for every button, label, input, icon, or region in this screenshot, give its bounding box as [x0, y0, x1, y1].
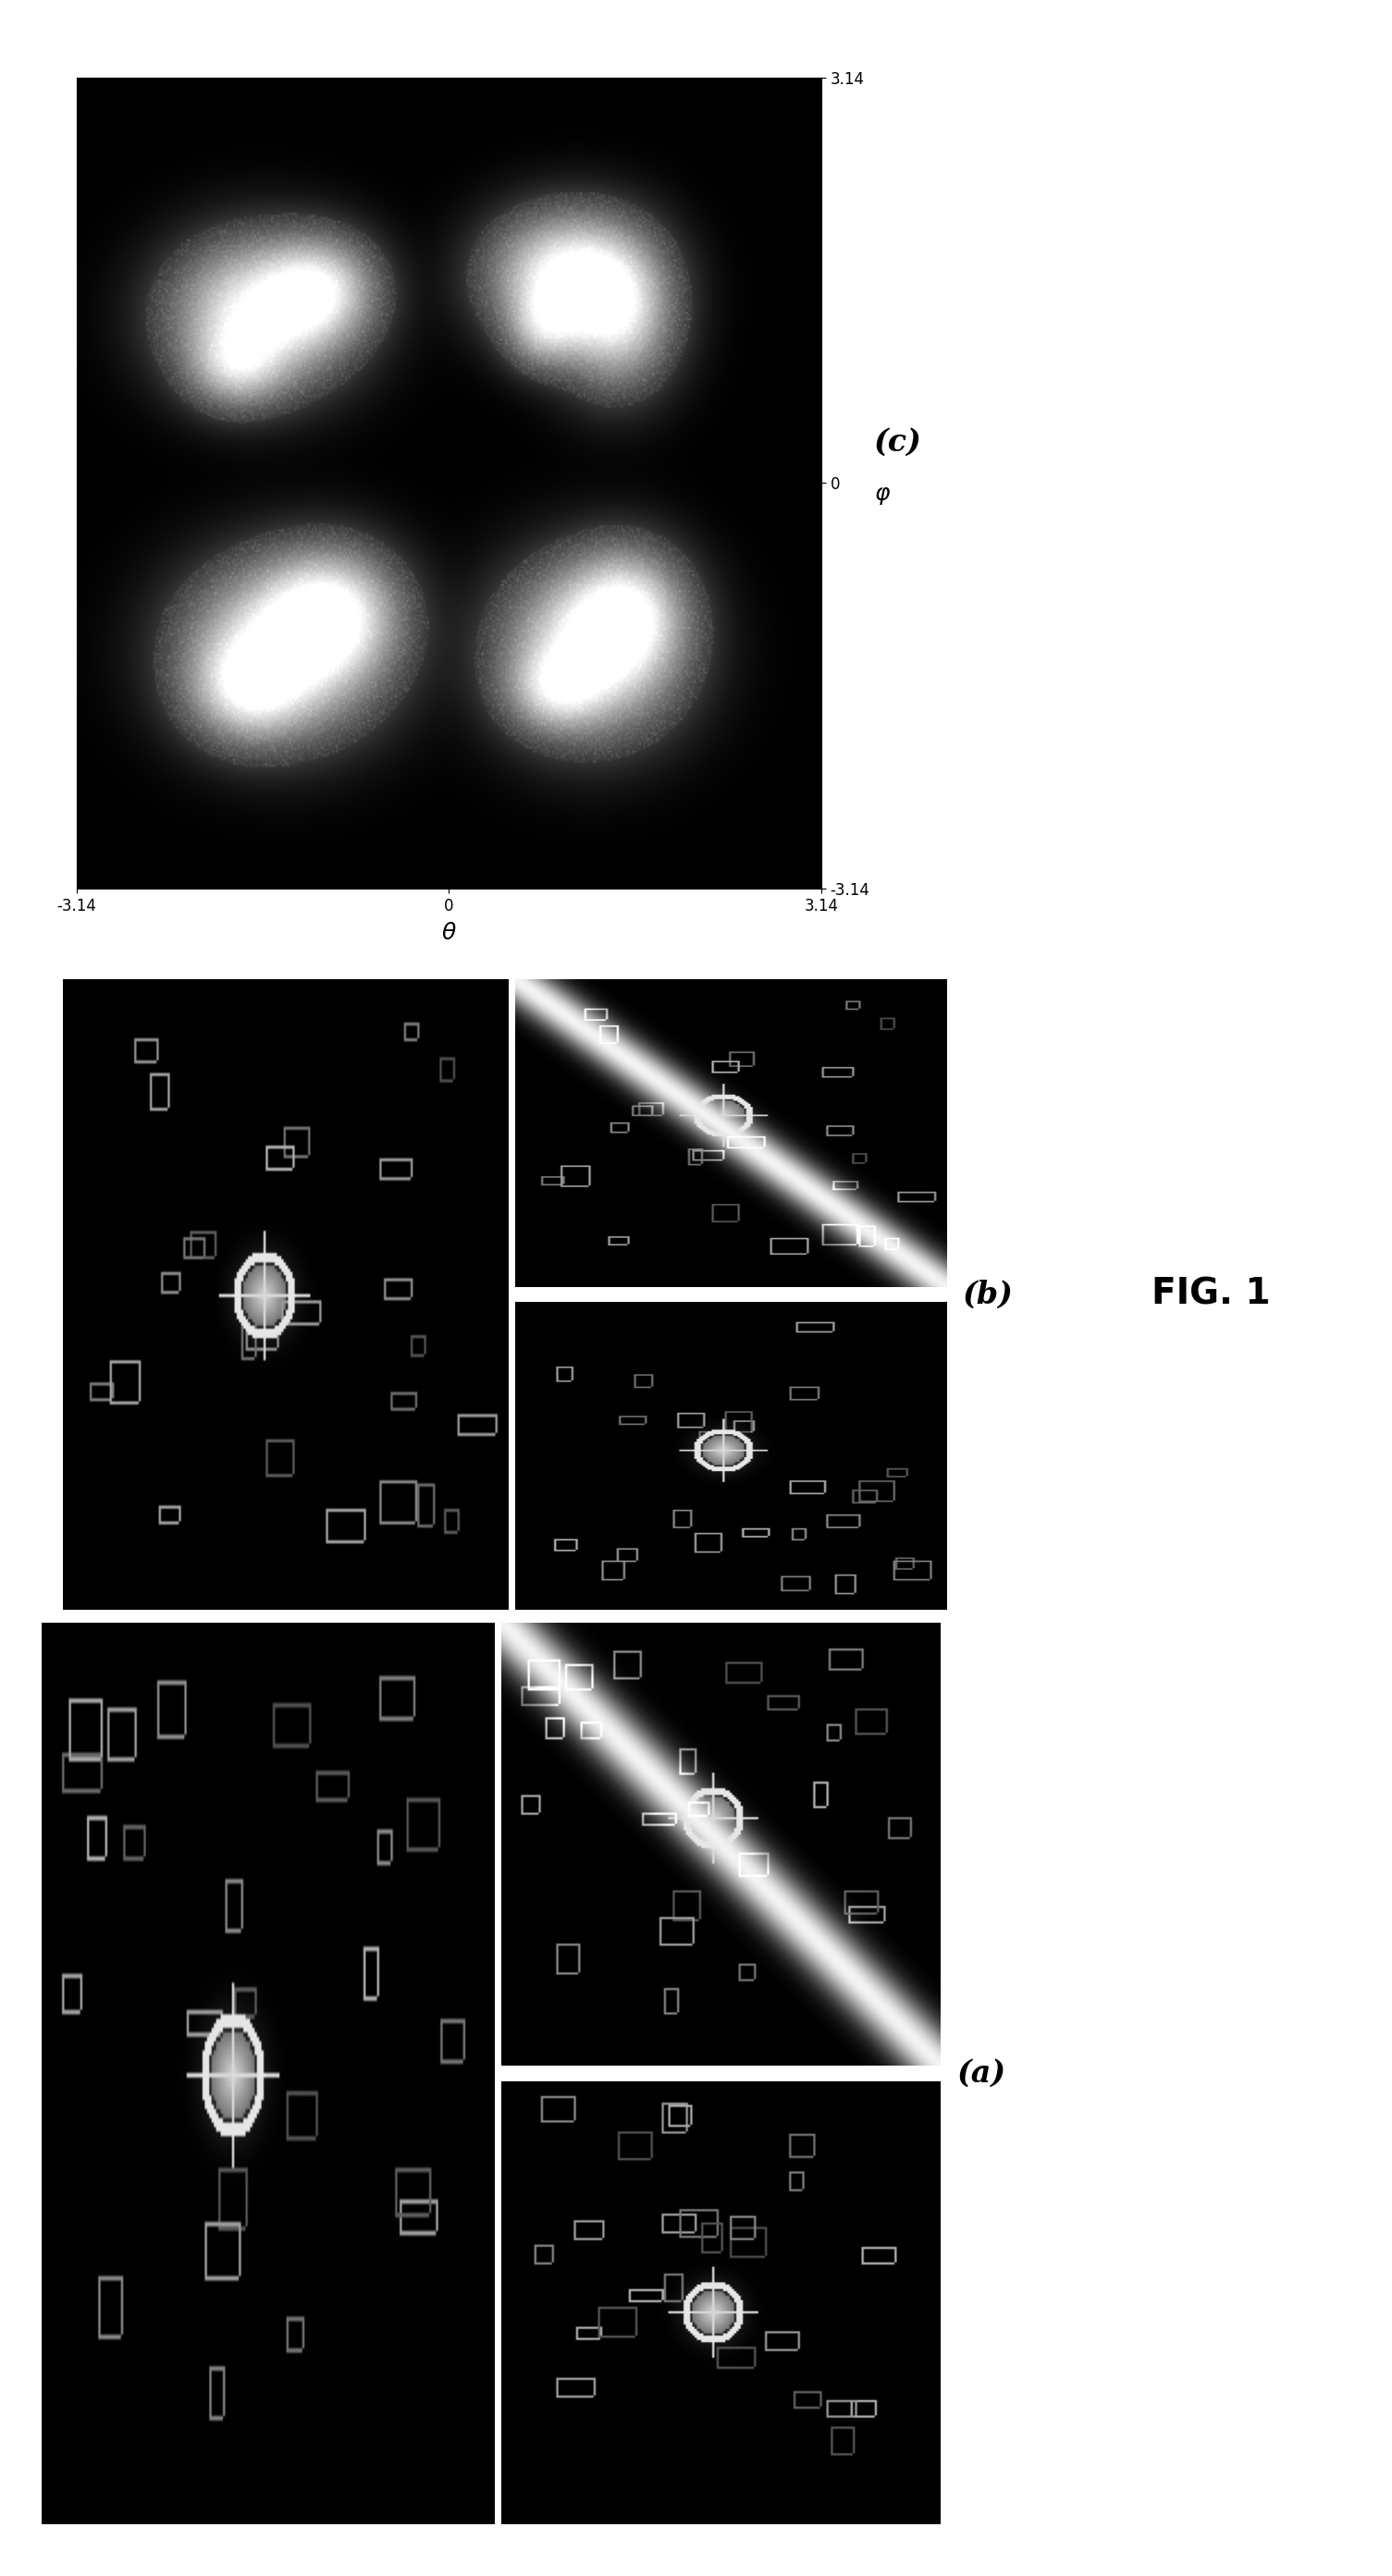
Text: (a): (a)	[956, 2058, 1006, 2089]
Text: FIG. 1: FIG. 1	[1151, 1278, 1271, 1311]
Text: (b): (b)	[963, 1280, 1013, 1309]
Text: (c): (c)	[874, 428, 922, 459]
Y-axis label: φ: φ	[876, 484, 891, 505]
X-axis label: θ: θ	[441, 922, 457, 945]
